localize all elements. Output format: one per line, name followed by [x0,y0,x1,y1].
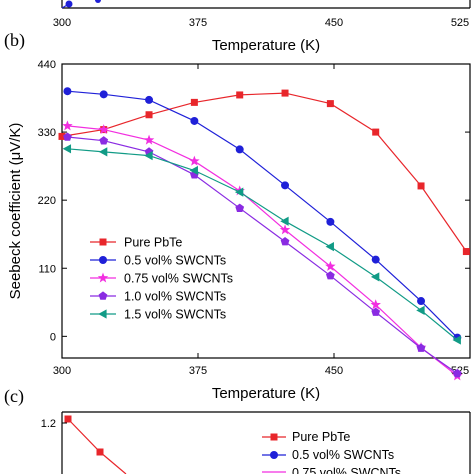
series-5-point [370,272,380,282]
x-tick-label: 375 [189,365,207,377]
series-5-point [325,241,334,252]
legend-marker [99,238,107,246]
legend-marker [98,291,108,300]
legend-label: 0.75 vol% SWCNTs [124,272,233,286]
bottom-legend-label: 0.5 vol% SWCNTs [292,448,394,462]
series-5-point [98,147,108,157]
bottom-panel-pure-pbte-point [96,448,104,456]
bottom-panel-ytick: 1.2 [41,418,56,430]
series-5-point [416,305,425,315]
bottom-panel: (c) 1.2 Pure PbTe 0.5 vol% SWCNTs 0.75 v… [4,386,471,474]
series-1-line [61,92,467,252]
series-2-point [190,116,199,125]
series-5-point [280,216,289,226]
series-2-point [63,87,72,96]
series-4-point [235,203,245,212]
series-1-point [190,98,198,106]
legend-label: Pure PbTe [124,236,182,250]
series-4-point [326,271,335,280]
series-3-point [62,120,73,131]
top-panel-series-point [65,0,73,8]
series-4-line [67,136,458,374]
series-3-line [67,125,458,377]
bottom-panel-pure-pbte-point [64,415,72,423]
series-4-point [99,136,109,145]
bottom-panel-pure-pbte-line [67,418,127,474]
series-4-point [63,132,72,141]
panel-label-b: (b) [4,30,25,51]
series-1-point [372,128,380,136]
series-3-point [325,260,336,271]
series-5-line [67,148,458,341]
top-panel: 300 375 450 525 Temperature (K) [53,0,471,54]
series-4-point [280,237,290,246]
series-4-point [452,368,462,378]
series-2-point [145,95,154,104]
series-2-point [417,297,426,306]
series-3-point [189,155,200,166]
bottom-legend-label: Pure PbTe [292,430,350,444]
series-1-point [417,182,425,190]
series-4-point [371,307,381,316]
series-5-point [144,151,153,161]
series-5-point [452,335,461,345]
y-tick-label: 440 [38,59,56,71]
series-1-point [326,100,334,108]
series-3-point [98,124,109,135]
series-1-point [462,248,470,256]
y-axis-label: Seebeck coefficient (μV/K) [7,123,24,300]
series-2-point [281,181,290,190]
series-2-line [67,90,458,339]
y-tick-label: 330 [38,127,56,139]
series-1-point [236,91,244,99]
bottom-legend-circle-marker [270,451,278,459]
series-4-point [416,343,426,352]
top-panel-xtick: 375 [189,17,207,29]
series-2-point [371,255,380,264]
x-axis-label: Temperature (K) [212,385,320,402]
bottom-panel-legend: Pure PbTe 0.5 vol% SWCNTs 0.75 vol% SWCN… [262,430,401,474]
plot-frame [61,63,471,359]
legend-marker [98,309,107,319]
legend-label: 1.5 vol% SWCNTs [124,308,226,322]
series-5-point [234,187,244,197]
panel-label-c: (c) [4,386,24,407]
seebeck-chart: 3003754505250110220330440Temperature (K)… [7,59,471,402]
legend-marker [99,256,107,264]
series-3-point [370,299,381,310]
series-3-point [143,134,155,145]
legend-marker [97,272,109,283]
y-tick-label: 0 [50,331,56,343]
series-5-point [189,165,198,176]
series-5-point [62,144,72,154]
y-tick-label: 110 [38,263,56,275]
series-1-point [281,89,289,97]
top-panel-xtick: 300 [53,17,71,29]
series-1-point [58,132,66,140]
series-3-point [279,224,291,235]
series-2-point [326,217,335,226]
top-panel-xtick: 525 [451,17,469,29]
x-tick-label: 450 [325,365,343,377]
series-2-point [99,90,108,99]
x-tick-label: 300 [53,365,71,377]
top-panel-series-point [95,0,101,3]
legend-label: 0.5 vol% SWCNTs [124,254,226,268]
y-tick-label: 220 [38,195,56,207]
top-panel-xlabel: Temperature (K) [212,37,320,54]
series-1-point [145,111,153,119]
legend-label: 1.0 vol% SWCNTs [124,290,226,304]
bottom-legend-square-marker [270,433,278,441]
top-panel-xtick: 450 [325,17,343,29]
series-2-point [235,145,244,154]
bottom-legend-label: 0.75 vol% SWCNTs [292,466,401,474]
